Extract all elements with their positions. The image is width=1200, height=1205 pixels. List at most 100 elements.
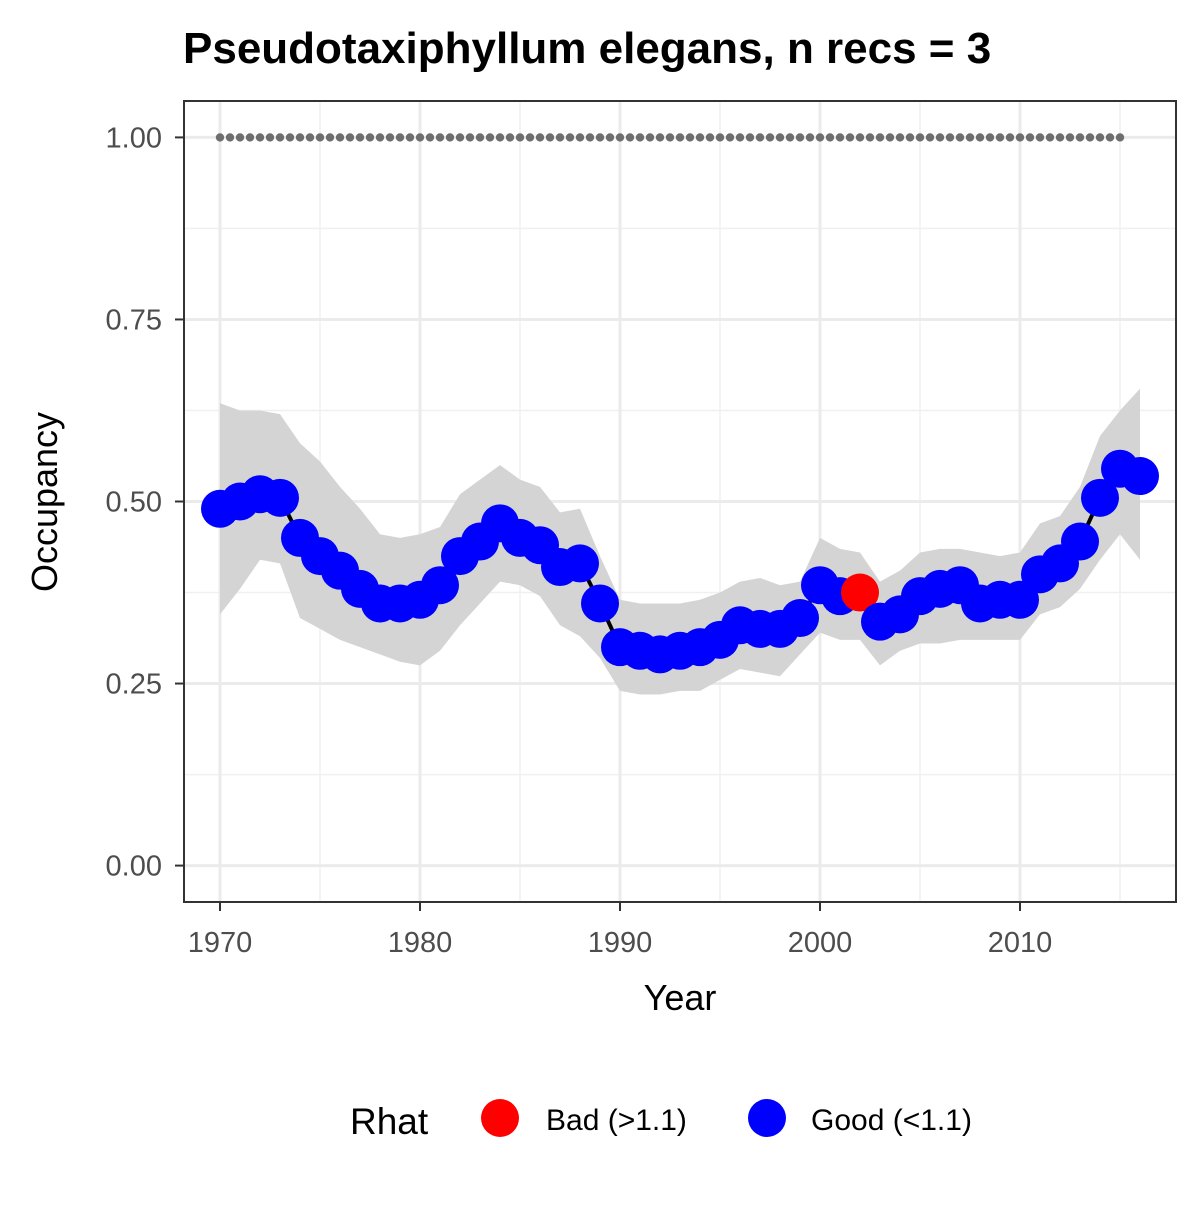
reference-dot: [335, 133, 345, 142]
data-point-good: [1121, 457, 1159, 496]
data-point-good: [781, 599, 819, 638]
legend-key-bad: [481, 1099, 519, 1137]
reference-dot: [635, 133, 645, 142]
x-tick-label: 1970: [188, 927, 253, 959]
reference-dot: [1095, 133, 1105, 142]
reference-dot: [305, 133, 315, 142]
reference-dot: [455, 133, 465, 142]
reference-dot: [295, 133, 305, 142]
reference-dot: [215, 133, 225, 142]
reference-dot: [435, 133, 445, 142]
y-tick-label: 0.75: [106, 304, 162, 336]
reference-dot: [785, 133, 795, 142]
reference-dot: [805, 133, 815, 142]
reference-dot: [815, 133, 825, 142]
reference-dots-layer: [215, 133, 1125, 142]
reference-dot: [565, 133, 575, 142]
data-point-good: [581, 584, 619, 623]
reference-dot: [675, 133, 685, 142]
reference-dot: [245, 133, 255, 142]
reference-dot: [685, 133, 695, 142]
reference-dot: [395, 133, 405, 142]
reference-dot: [845, 133, 855, 142]
reference-dot: [995, 133, 1005, 142]
reference-dot: [225, 133, 235, 142]
reference-dot: [555, 133, 565, 142]
y-tick-label: 0.50: [106, 487, 162, 519]
y-tick-label: 0.25: [106, 669, 162, 701]
reference-dot: [755, 133, 765, 142]
reference-dot: [505, 133, 515, 142]
reference-dot: [425, 133, 435, 142]
reference-dot: [375, 133, 385, 142]
reference-dot: [1045, 133, 1055, 142]
x-tick-label: 2000: [788, 927, 853, 959]
reference-dot: [725, 133, 735, 142]
legend-label-bad: Bad (>1.1): [546, 1104, 687, 1137]
reference-dot: [695, 133, 705, 142]
reference-dot: [495, 133, 505, 142]
reference-dot: [625, 133, 635, 142]
x-tick-label: 1990: [588, 927, 653, 959]
reference-dot: [385, 133, 395, 142]
reference-dot: [1105, 133, 1115, 142]
reference-dot: [465, 133, 475, 142]
reference-dot: [745, 133, 755, 142]
reference-dot: [585, 133, 595, 142]
reference-dot: [1035, 133, 1045, 142]
reference-dot: [1115, 133, 1125, 142]
reference-dot: [825, 133, 835, 142]
reference-dot: [365, 133, 375, 142]
reference-dot: [855, 133, 865, 142]
data-point-good: [1061, 522, 1099, 561]
legend: Rhat Bad (>1.1) Good (<1.1): [350, 1099, 972, 1142]
reference-dot: [985, 133, 995, 142]
reference-dot: [765, 133, 775, 142]
reference-dot: [525, 133, 535, 142]
legend-title: Rhat: [350, 1101, 429, 1142]
x-axis-title: Year: [644, 977, 717, 1018]
reference-dot: [1025, 133, 1035, 142]
reference-dot: [975, 133, 985, 142]
reference-dot: [795, 133, 805, 142]
reference-dot: [1005, 133, 1015, 142]
reference-dot: [325, 133, 335, 142]
legend-key-good: [748, 1099, 786, 1137]
reference-dot: [475, 133, 485, 142]
reference-dot: [645, 133, 655, 142]
data-point-good: [1081, 478, 1119, 517]
reference-dot: [235, 133, 245, 142]
reference-dot: [1055, 133, 1065, 142]
data-point-good: [561, 544, 599, 583]
reference-dot: [915, 133, 925, 142]
reference-dot: [895, 133, 905, 142]
reference-dot: [865, 133, 875, 142]
reference-dot: [545, 133, 555, 142]
reference-dot: [415, 133, 425, 142]
reference-dot: [1065, 133, 1075, 142]
axes-layer: 1970 1980 1990 2000 2010 0.00 0.25 0.50 0.75 1.00: [106, 122, 1053, 959]
reference-dot: [605, 133, 615, 142]
reference-dot: [255, 133, 265, 142]
reference-dot: [485, 133, 495, 142]
reference-dot: [925, 133, 935, 142]
reference-dot: [265, 133, 275, 142]
reference-dot: [735, 133, 745, 142]
data-point-good: [421, 566, 459, 605]
data-point-bad: [841, 573, 879, 612]
reference-dot: [275, 133, 285, 142]
points-layer: [201, 449, 1159, 674]
reference-dot: [955, 133, 965, 142]
chart-title: Pseudotaxiphyllum elegans, n recs = 3: [183, 24, 991, 73]
reference-dot: [1085, 133, 1095, 142]
reference-dot: [345, 133, 355, 142]
reference-dot: [595, 133, 605, 142]
reference-dot: [945, 133, 955, 142]
reference-dot: [355, 133, 365, 142]
reference-dot: [1015, 133, 1025, 142]
reference-dot: [885, 133, 895, 142]
legend-label-good: Good (<1.1): [811, 1104, 972, 1137]
reference-dot: [615, 133, 625, 142]
reference-dot: [515, 133, 525, 142]
reference-dot: [575, 133, 585, 142]
